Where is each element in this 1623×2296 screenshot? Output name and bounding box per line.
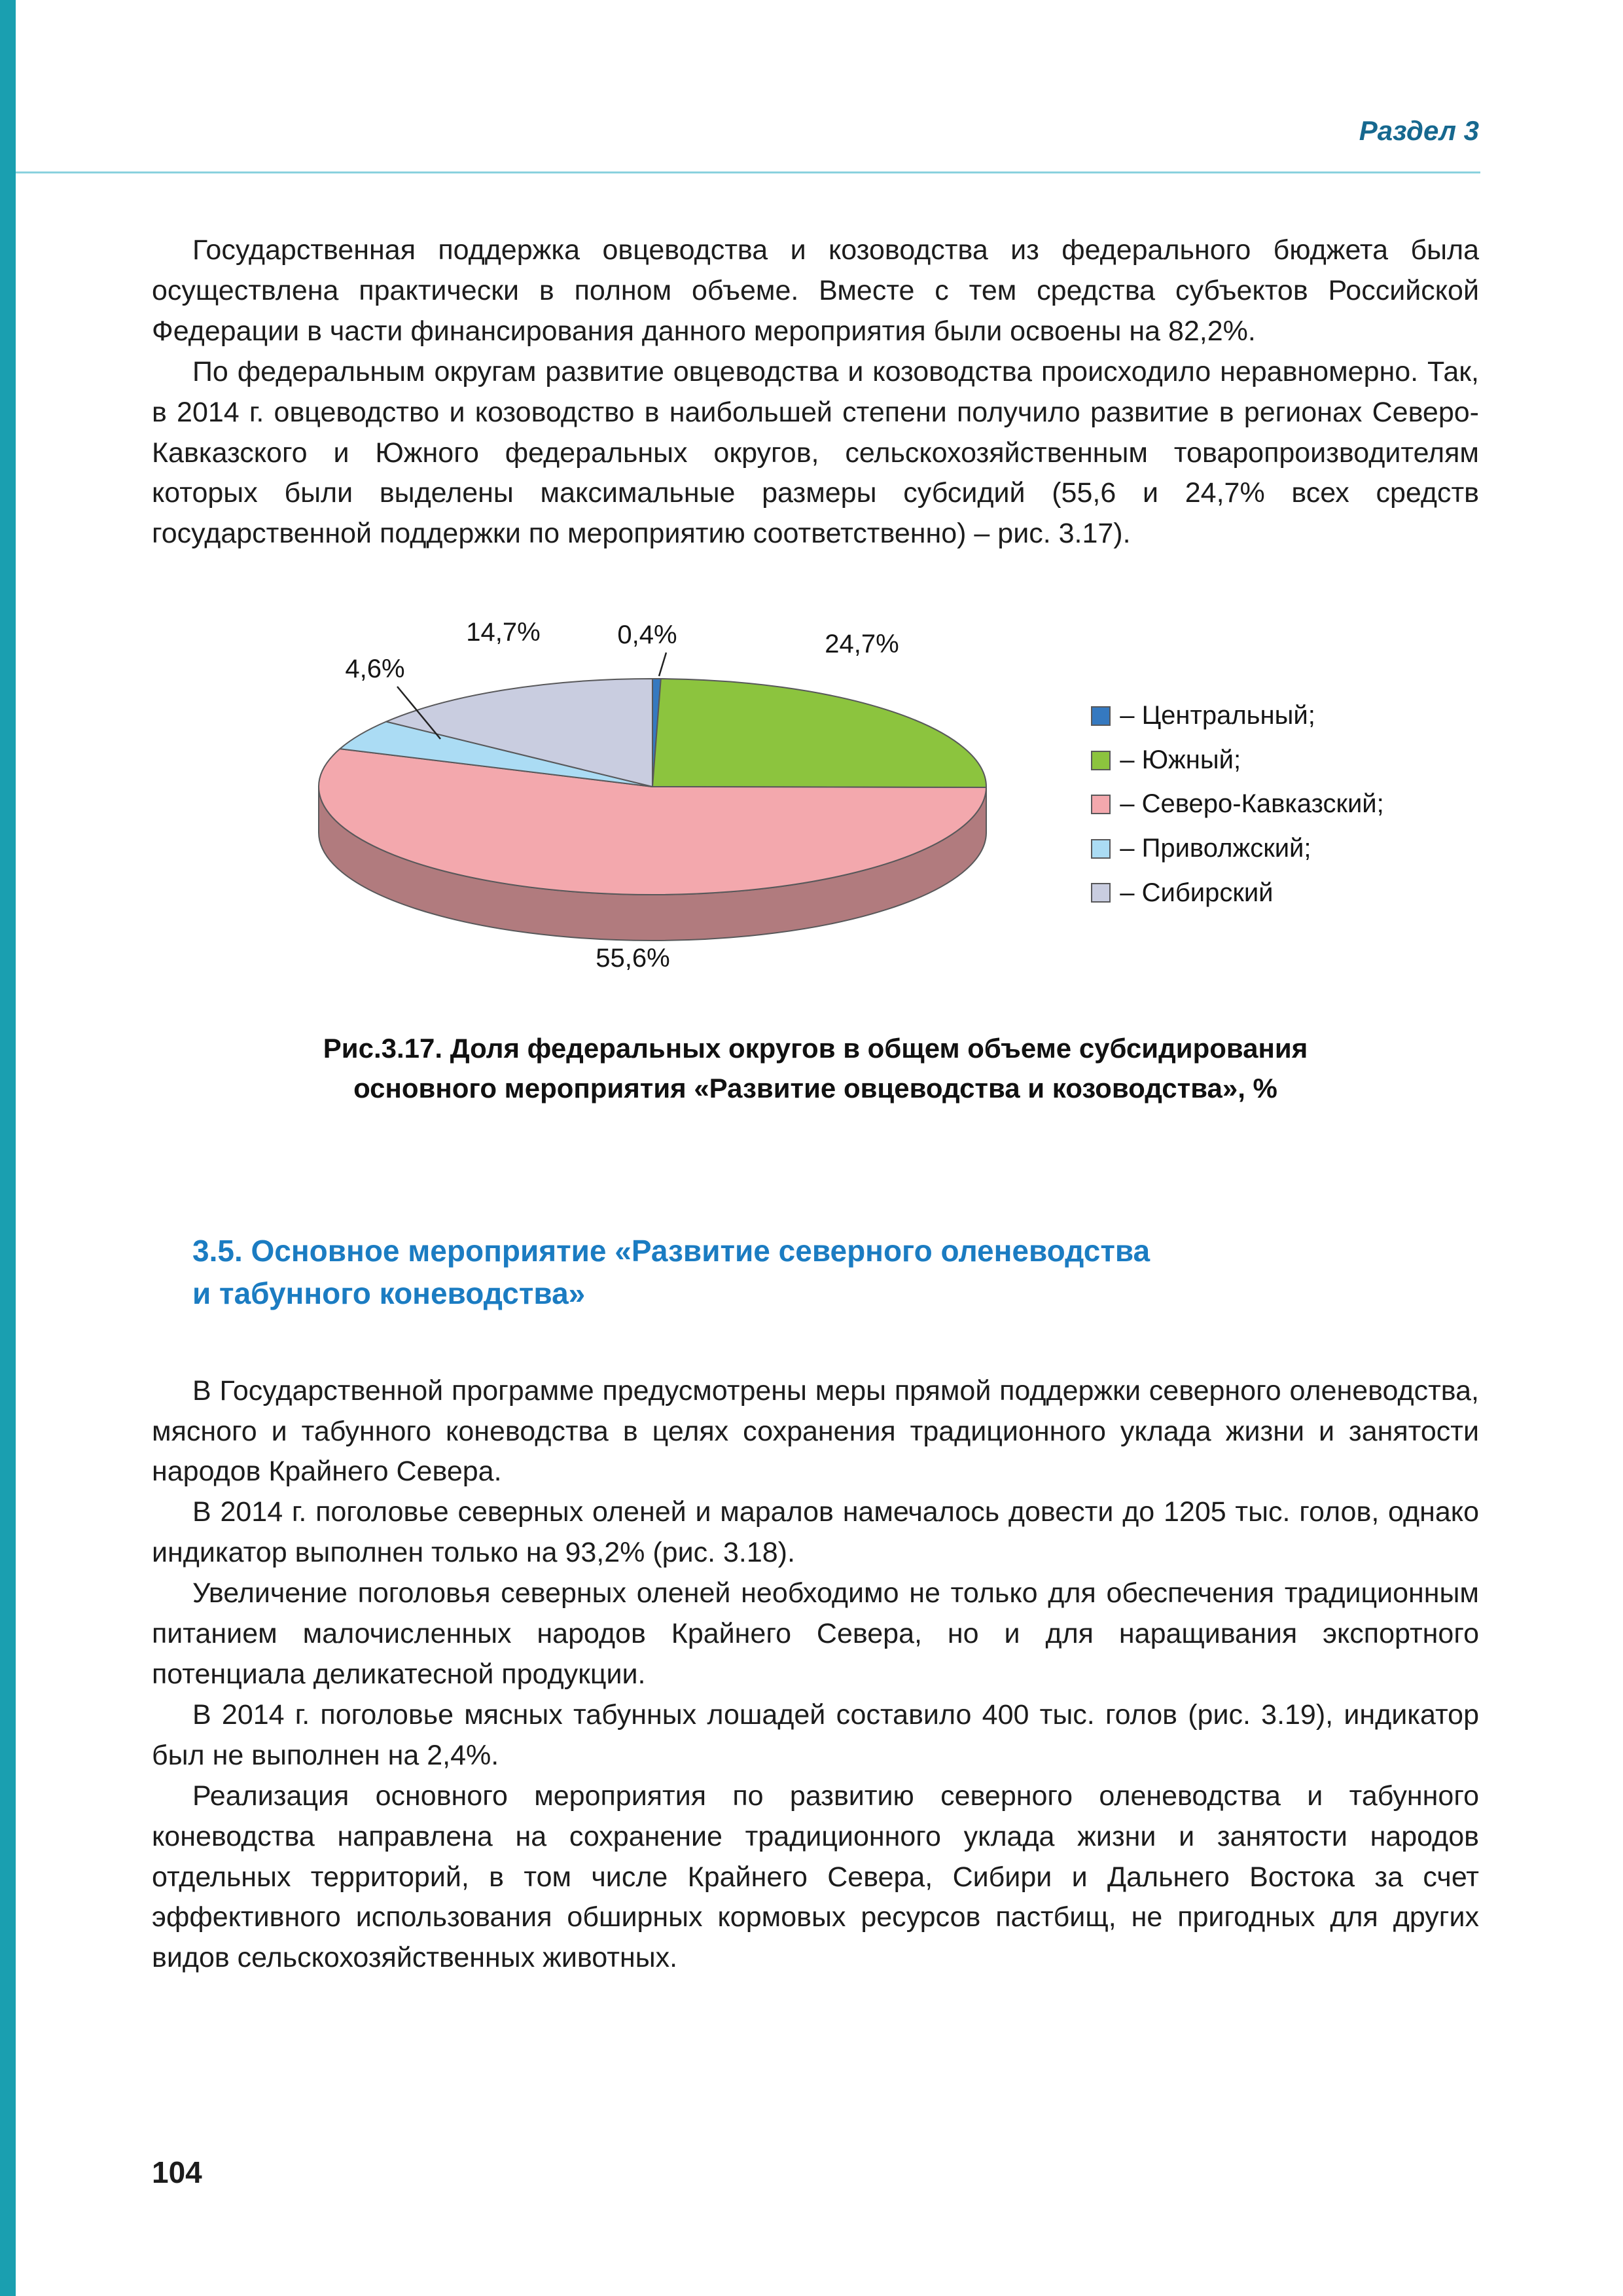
legend-label: – Центральный;	[1120, 701, 1315, 730]
heading-line: 3.5. Основное мероприятие «Развитие севе…	[192, 1234, 1150, 1268]
left-accent-bar	[0, 0, 16, 2296]
legend-swatch	[1091, 838, 1111, 859]
heading-line: и табунного коневодства»	[192, 1276, 586, 1311]
legend-swatch	[1091, 750, 1111, 770]
legend-item: – Сибирский	[1091, 874, 1384, 912]
slice-label: 0,4%	[618, 620, 677, 649]
legend-label: – Сибирский	[1120, 878, 1274, 907]
legend-item: – Приволжский;	[1091, 830, 1384, 868]
paragraph: Реализация основного мероприятия по разв…	[152, 1780, 1479, 1974]
legend-label: – Северо-Кавказский;	[1120, 789, 1384, 819]
figure-caption: Рис.3.17. Доля федеральных округов в общ…	[152, 1029, 1479, 1109]
pie-chart: 0,4% 24,7% 55,6% 4,6% 14,7%	[318, 618, 988, 973]
paragraph: В 2014 г. поголовье северных оленей и ма…	[152, 1496, 1479, 1569]
slice-label: 4,6%	[346, 655, 405, 683]
slice-label: 14,7%	[467, 618, 541, 647]
chart-row: 0,4% 24,7% 55,6% 4,6% 14,7% – Центральный; – …	[152, 600, 1479, 993]
paragraph: В Государственной программе предусмотрен…	[152, 1374, 1479, 1488]
page-number: 104	[152, 2155, 202, 2189]
section-heading: 3.5. Основное мероприятие «Развитие севе…	[192, 1230, 1479, 1316]
chart-legend: – Центральный; – Южный; – Северо-Кавказски…	[1091, 697, 1384, 912]
label-leader-line	[397, 686, 442, 740]
legend-label: – Южный;	[1120, 745, 1241, 774]
paragraph: Увеличение поголовья северных оленей нео…	[152, 1577, 1479, 1690]
paragraph: Государственная поддержка овцеводства и …	[152, 234, 1479, 347]
paragraph: По федеральным округам развитие овцеводс…	[152, 355, 1479, 550]
pie-chart-figure: 0,4% 24,7% 55,6% 4,6% 14,7% – Центральный; – …	[152, 600, 1479, 1109]
legend-item: – Центральный;	[1091, 697, 1384, 735]
legend-swatch	[1091, 795, 1111, 815]
legend-item: – Южный;	[1091, 742, 1384, 780]
pie-slice	[318, 748, 988, 896]
legend-item: – Северо-Кавказский;	[1091, 785, 1384, 823]
page-content: Государственная поддержка овцеводства и …	[152, 230, 1479, 1979]
legend-swatch	[1091, 706, 1111, 726]
slice-label: 24,7%	[825, 630, 899, 658]
slice-label: 55,6%	[596, 944, 670, 973]
caption-line: основного мероприятия «Развитие овцеводс…	[353, 1073, 1277, 1104]
label-leader-line	[658, 652, 668, 677]
pie-slice	[385, 678, 654, 788]
paragraph: В 2014 г. поголовье мясных табунных лоша…	[152, 1698, 1479, 1771]
legend-label: – Приволжский;	[1120, 834, 1311, 863]
section-label: Раздел 3	[1359, 115, 1479, 146]
legend-swatch	[1091, 883, 1111, 903]
caption-line: Рис.3.17. Доля федеральных округов в общ…	[323, 1033, 1308, 1064]
pie-slice	[652, 678, 988, 789]
header-rule	[16, 171, 1480, 173]
